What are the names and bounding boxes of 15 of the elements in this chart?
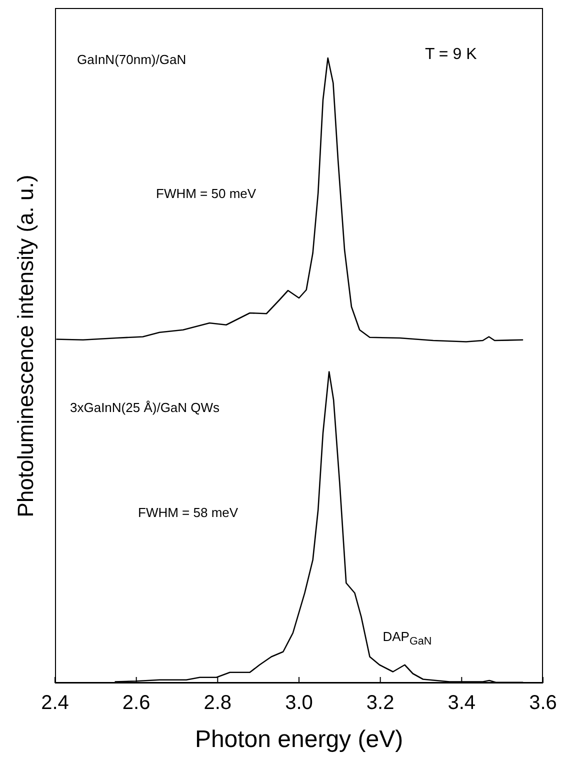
x-tick-label: 3.4 bbox=[448, 692, 476, 714]
x-tick-label: 3.6 bbox=[529, 692, 557, 714]
x-tick-label: 2.6 bbox=[122, 692, 150, 714]
x-axis-title: Photon energy (eV) bbox=[194, 726, 404, 753]
annotation: DAP$_{GaN}$ bbox=[382, 628, 432, 648]
annotation: FWHM = 50 meV bbox=[156, 186, 256, 201]
x-tick-label: 2.8 bbox=[204, 692, 232, 714]
x-tick-label: 3.2 bbox=[366, 692, 394, 714]
annotation: FWHM = 58 meV bbox=[138, 505, 238, 520]
x-tick-label: 3.0 bbox=[285, 692, 313, 714]
annotation: GaInN(70nm)/GaN bbox=[77, 52, 186, 67]
x-tick-label: 2.4 bbox=[41, 692, 69, 714]
annotation: 3xGaInN(25 Å)/GaN QWs bbox=[70, 400, 220, 415]
y-axis-title: Photoluminescence intensity (a. u.) bbox=[13, 174, 39, 517]
annotation: T = 9 K bbox=[425, 46, 477, 64]
